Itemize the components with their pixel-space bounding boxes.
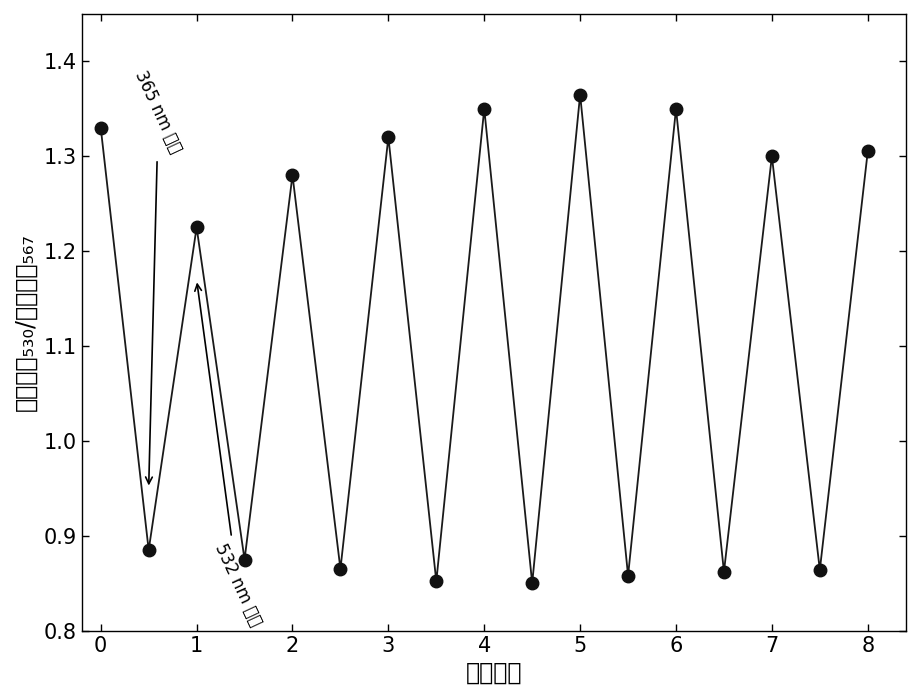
Text: 532 nm 光照: 532 nm 光照 xyxy=(195,284,265,629)
Text: 365 nm 光照: 365 nm 光照 xyxy=(131,68,185,484)
Y-axis label: 荧光强度₅₃₀/荧光强度₅₆₇: 荧光强度₅₃₀/荧光强度₅₆₇ xyxy=(14,233,38,411)
X-axis label: 循环次数: 循环次数 xyxy=(465,661,521,685)
